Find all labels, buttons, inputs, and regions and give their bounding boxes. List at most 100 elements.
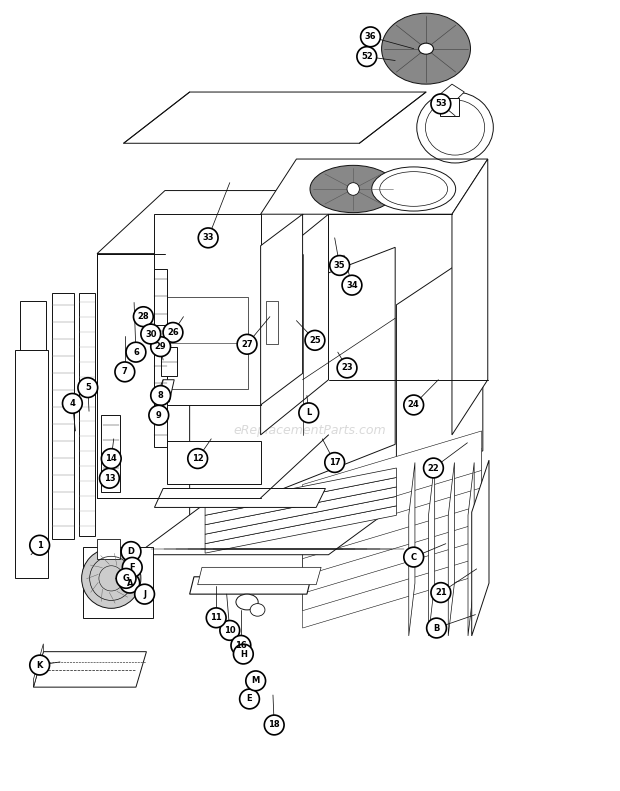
- Text: 13: 13: [104, 474, 115, 483]
- Ellipse shape: [120, 573, 140, 593]
- Polygon shape: [448, 463, 454, 636]
- Ellipse shape: [135, 585, 154, 604]
- Text: G: G: [123, 573, 130, 583]
- Text: 36: 36: [365, 32, 376, 41]
- Polygon shape: [303, 466, 482, 558]
- Ellipse shape: [427, 618, 446, 638]
- Text: 27: 27: [241, 340, 253, 349]
- Polygon shape: [303, 484, 482, 570]
- Ellipse shape: [198, 228, 218, 248]
- Polygon shape: [205, 487, 396, 534]
- Polygon shape: [52, 293, 74, 539]
- Polygon shape: [205, 468, 396, 515]
- Ellipse shape: [372, 167, 456, 211]
- Polygon shape: [154, 270, 167, 447]
- Text: 52: 52: [361, 52, 373, 61]
- Polygon shape: [154, 380, 174, 402]
- Ellipse shape: [361, 27, 380, 47]
- Polygon shape: [97, 539, 120, 559]
- Text: 8: 8: [157, 391, 164, 400]
- Ellipse shape: [431, 583, 451, 603]
- Ellipse shape: [122, 558, 142, 577]
- Text: 22: 22: [428, 464, 440, 472]
- Ellipse shape: [133, 307, 153, 327]
- Polygon shape: [79, 293, 95, 536]
- Text: K: K: [37, 660, 43, 669]
- Polygon shape: [303, 501, 482, 593]
- Text: J: J: [143, 589, 146, 599]
- Text: 10: 10: [224, 626, 236, 635]
- Ellipse shape: [231, 635, 250, 655]
- Text: 33: 33: [202, 233, 214, 242]
- Polygon shape: [428, 463, 435, 636]
- Text: 25: 25: [309, 336, 321, 345]
- Ellipse shape: [220, 620, 240, 640]
- Text: 11: 11: [210, 613, 222, 623]
- Polygon shape: [303, 431, 482, 524]
- Text: 28: 28: [138, 312, 149, 321]
- Text: F: F: [130, 563, 135, 572]
- Ellipse shape: [206, 608, 226, 628]
- Ellipse shape: [151, 386, 170, 405]
- Polygon shape: [167, 441, 260, 484]
- Ellipse shape: [163, 323, 183, 343]
- Polygon shape: [190, 577, 311, 594]
- Text: 24: 24: [408, 400, 420, 410]
- Polygon shape: [433, 84, 464, 110]
- Text: L: L: [306, 408, 311, 418]
- Polygon shape: [33, 644, 43, 687]
- Ellipse shape: [188, 448, 208, 468]
- Polygon shape: [161, 346, 177, 376]
- Ellipse shape: [357, 47, 377, 66]
- Text: 12: 12: [192, 454, 203, 463]
- Text: 53: 53: [435, 100, 446, 108]
- Ellipse shape: [330, 255, 350, 275]
- Ellipse shape: [78, 378, 98, 398]
- Polygon shape: [15, 350, 48, 578]
- Text: eReplacementParts.com: eReplacementParts.com: [234, 425, 386, 437]
- Ellipse shape: [234, 644, 253, 664]
- Ellipse shape: [264, 715, 284, 735]
- Ellipse shape: [342, 275, 362, 295]
- Polygon shape: [260, 214, 329, 435]
- Polygon shape: [260, 159, 488, 214]
- Ellipse shape: [431, 94, 451, 114]
- Polygon shape: [468, 463, 474, 636]
- Text: 5: 5: [85, 383, 91, 392]
- Polygon shape: [83, 547, 153, 618]
- Polygon shape: [102, 415, 120, 492]
- Polygon shape: [205, 478, 396, 524]
- Text: E: E: [247, 694, 252, 703]
- Ellipse shape: [310, 165, 396, 213]
- Polygon shape: [20, 301, 46, 557]
- Text: 4: 4: [69, 399, 75, 408]
- Text: 16: 16: [235, 641, 247, 650]
- Text: 29: 29: [155, 343, 166, 351]
- Polygon shape: [136, 506, 395, 554]
- Text: D: D: [128, 547, 135, 556]
- Polygon shape: [97, 254, 260, 498]
- Text: H: H: [240, 649, 247, 659]
- Ellipse shape: [149, 405, 169, 425]
- Ellipse shape: [337, 358, 357, 378]
- Text: 18: 18: [268, 721, 280, 729]
- Ellipse shape: [299, 403, 319, 422]
- Text: B: B: [433, 623, 440, 633]
- Polygon shape: [198, 567, 321, 585]
- Polygon shape: [149, 324, 167, 344]
- Text: 30: 30: [145, 330, 156, 339]
- Polygon shape: [167, 297, 248, 389]
- Ellipse shape: [100, 468, 119, 488]
- Text: 21: 21: [435, 588, 447, 597]
- Polygon shape: [154, 489, 326, 508]
- Ellipse shape: [404, 547, 423, 567]
- Polygon shape: [265, 301, 278, 344]
- Polygon shape: [396, 248, 483, 508]
- Text: 34: 34: [346, 281, 358, 290]
- Text: A: A: [126, 578, 133, 588]
- Ellipse shape: [82, 548, 141, 608]
- Polygon shape: [123, 92, 426, 143]
- Text: 17: 17: [329, 458, 340, 467]
- Ellipse shape: [236, 594, 258, 610]
- Polygon shape: [97, 191, 329, 254]
